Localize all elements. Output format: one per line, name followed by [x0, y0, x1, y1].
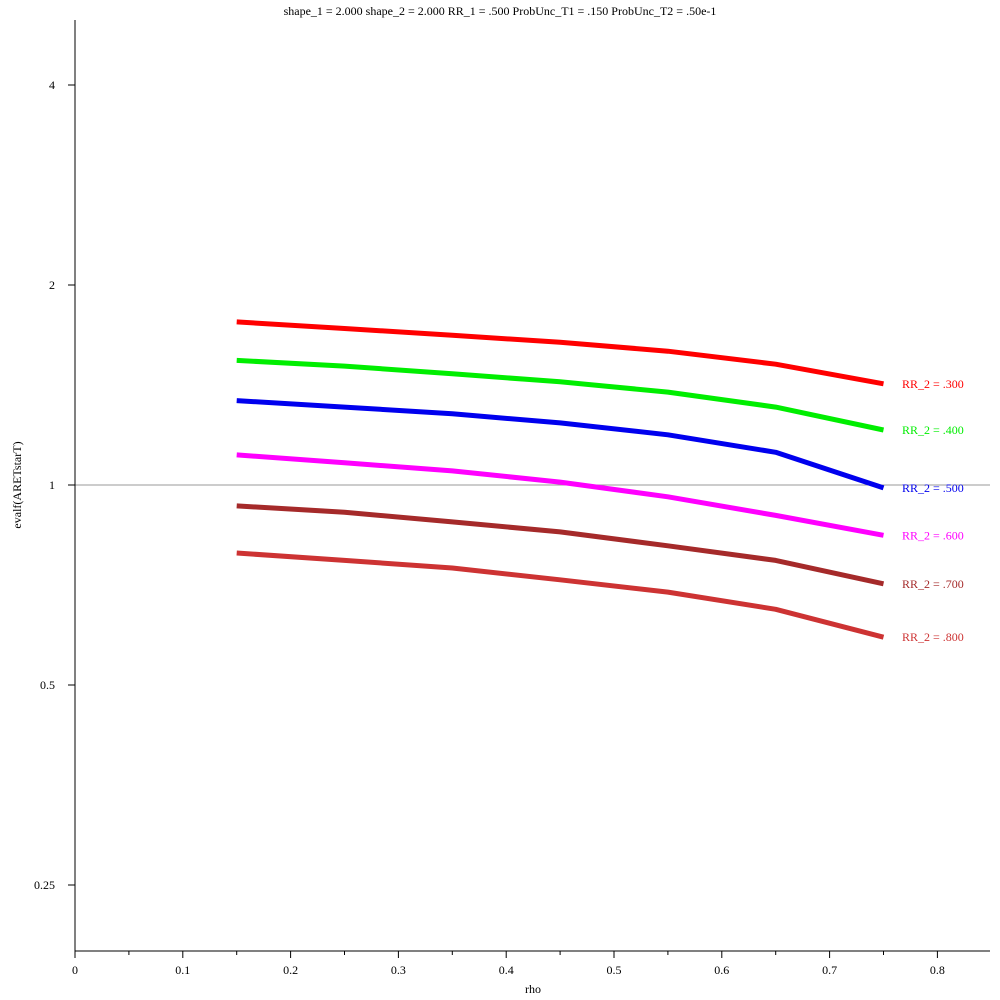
x-tick-label: 0.7: [822, 963, 837, 977]
x-tick-label: 0: [72, 963, 78, 977]
y-tick-label: 4: [49, 78, 55, 92]
x-tick-label: 0.4: [499, 963, 514, 977]
series-line-5: [236, 503, 885, 587]
y-tick-label: 0.25: [34, 878, 55, 892]
series-labels: RR_2 = .300 RR_2 = .400 RR_2 = .500 RR_2 = …: [902, 377, 964, 644]
series-line-4: [236, 452, 884, 538]
series-label-3: RR_2 = .500: [902, 481, 964, 495]
x-tick-label: 0.6: [714, 963, 729, 977]
series-line-3: [236, 398, 885, 491]
x-axis-label: rho: [525, 982, 541, 996]
series-label-5: RR_2 = .700: [902, 577, 964, 591]
series-label-6: RR_2 = .800: [902, 630, 964, 644]
x-axis-ticks: 0 0.1 0.2 0.3 0.4 0.5 0.6 0.7 0.8: [72, 951, 945, 977]
x-tick-label: 0.1: [175, 963, 190, 977]
series-line-2: [236, 357, 885, 433]
x-tick-label: 0.8: [930, 963, 945, 977]
series-lines: [236, 319, 885, 640]
chart-title: shape_1 = 2.000 shape_2 = 2.000 RR_1 = .…: [284, 4, 717, 18]
y-tick-label: 2: [49, 278, 55, 292]
y-axis-label: evalf(ARETstarT): [10, 441, 24, 528]
y-axis-ticks: 0.25 0.5 1 2 4: [34, 78, 75, 892]
series-line-6: [236, 550, 885, 640]
series-label-4: RR_2 = .600: [902, 528, 964, 542]
x-tick-label: 0.5: [607, 963, 622, 977]
series-line-1: [236, 319, 884, 387]
x-tick-label: 0.3: [391, 963, 406, 977]
y-tick-label: 1: [49, 478, 55, 492]
x-tick-label: 0.2: [283, 963, 298, 977]
series-label-2: RR_2 = .400: [902, 423, 964, 437]
y-tick-label: 0.5: [40, 678, 55, 692]
series-label-1: RR_2 = .300: [902, 377, 964, 391]
